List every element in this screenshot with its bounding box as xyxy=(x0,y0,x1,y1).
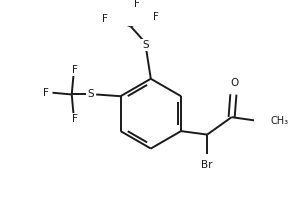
Text: Br: Br xyxy=(201,160,213,170)
Text: F: F xyxy=(103,14,108,24)
Text: O: O xyxy=(230,78,238,88)
Text: S: S xyxy=(87,89,94,99)
Text: F: F xyxy=(134,0,140,9)
Text: F: F xyxy=(72,65,78,75)
Text: CH₃: CH₃ xyxy=(270,116,288,126)
Text: S: S xyxy=(142,40,149,50)
Text: F: F xyxy=(43,88,48,98)
Text: F: F xyxy=(72,114,78,124)
Text: F: F xyxy=(153,12,159,22)
